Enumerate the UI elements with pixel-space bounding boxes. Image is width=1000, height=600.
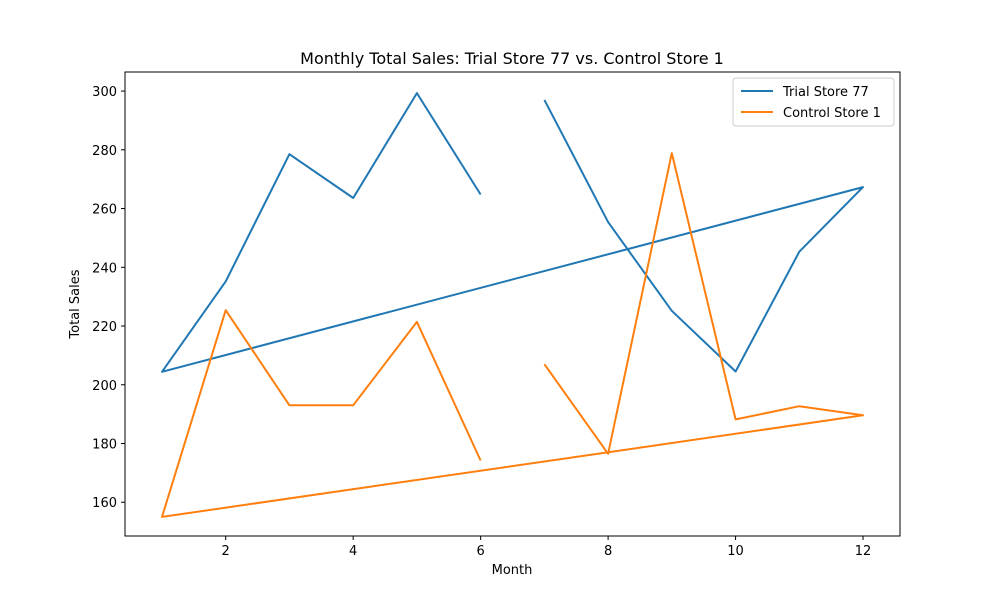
legend: Trial Store 77 Control Store 1 [732,77,895,127]
x-axis-ticks: 2 4 6 8 10 12 [222,536,872,559]
y-tick-label: 160 [92,496,117,511]
x-tick-label: 8 [604,544,612,559]
plot-lines [161,92,864,518]
x-tick-label: 4 [349,544,357,559]
plot-area-frame [124,71,901,537]
series-line-control-store-1 [161,152,864,518]
y-tick-label: 200 [92,379,117,394]
chart-title: Monthly Total Sales: Trial Store 77 vs. … [300,49,724,68]
series-line-trial-store-77 [161,92,864,373]
legend-label-control-store-1: Control Store 1 [783,106,881,121]
legend-label-trial-store-77: Trial Store 77 [782,85,869,100]
x-tick-label: 6 [476,544,484,559]
y-axis-label: Total Sales [68,269,83,339]
y-axis-ticks: 160 180 200 220 240 260 280 300 [92,85,125,511]
legend-box [732,77,895,127]
x-tick-label: 10 [727,544,744,559]
x-axis-label: Month [492,563,533,578]
x-tick-label: 12 [855,544,872,559]
y-tick-label: 180 [92,437,117,452]
y-tick-label: 280 [92,144,117,159]
y-tick-label: 240 [92,261,117,276]
y-tick-label: 300 [92,85,117,100]
y-tick-label: 260 [92,203,117,218]
x-tick-label: 2 [222,544,230,559]
y-tick-label: 220 [92,320,117,335]
